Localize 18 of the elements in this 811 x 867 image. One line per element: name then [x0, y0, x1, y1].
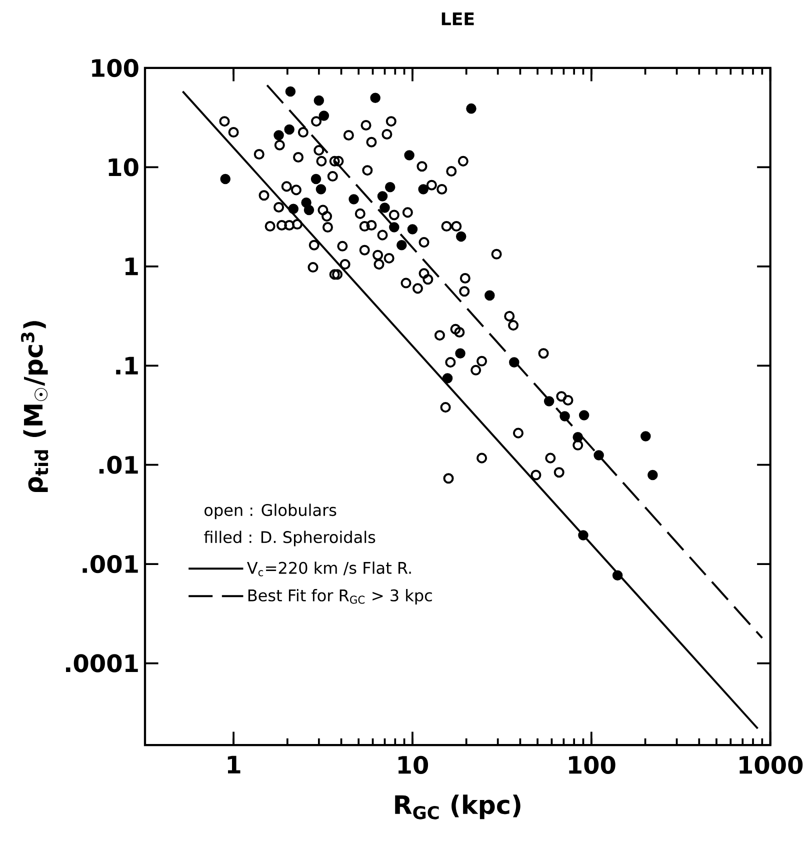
legend-label: V$_{c}$=220 km /s Flat R.: [247, 562, 411, 576]
y-tick-label: .01: [99, 456, 138, 474]
x-tick-label: 100: [569, 756, 616, 774]
y-tick-label: .001: [82, 554, 138, 574]
y-tick-label: 1: [125, 258, 138, 276]
x-tick-label: 1: [228, 756, 240, 774]
annotation: open : Globulars: [204, 504, 336, 520]
y-tick-label: 10: [108, 158, 138, 176]
y-tick-label: .1: [116, 356, 138, 374]
legend-label: Best Fit for R$_{GC}$ > 3 kpc: [248, 589, 432, 605]
x-tick-label: 1000: [740, 756, 803, 774]
y-tick-label: 100: [92, 58, 138, 78]
x-tick-label: 10: [398, 756, 428, 774]
y-tick-label: .0001: [66, 654, 138, 672]
annotation: filled : D. Spheroidals: [204, 530, 376, 546]
x-axis-title: R$_{GC}$ (kpc): [395, 794, 520, 820]
chart-title: LEE: [442, 12, 474, 26]
y-axis-title: ρ$_{tid}$ (M$_{☉}$/pc$^{3}$): [20, 321, 48, 492]
